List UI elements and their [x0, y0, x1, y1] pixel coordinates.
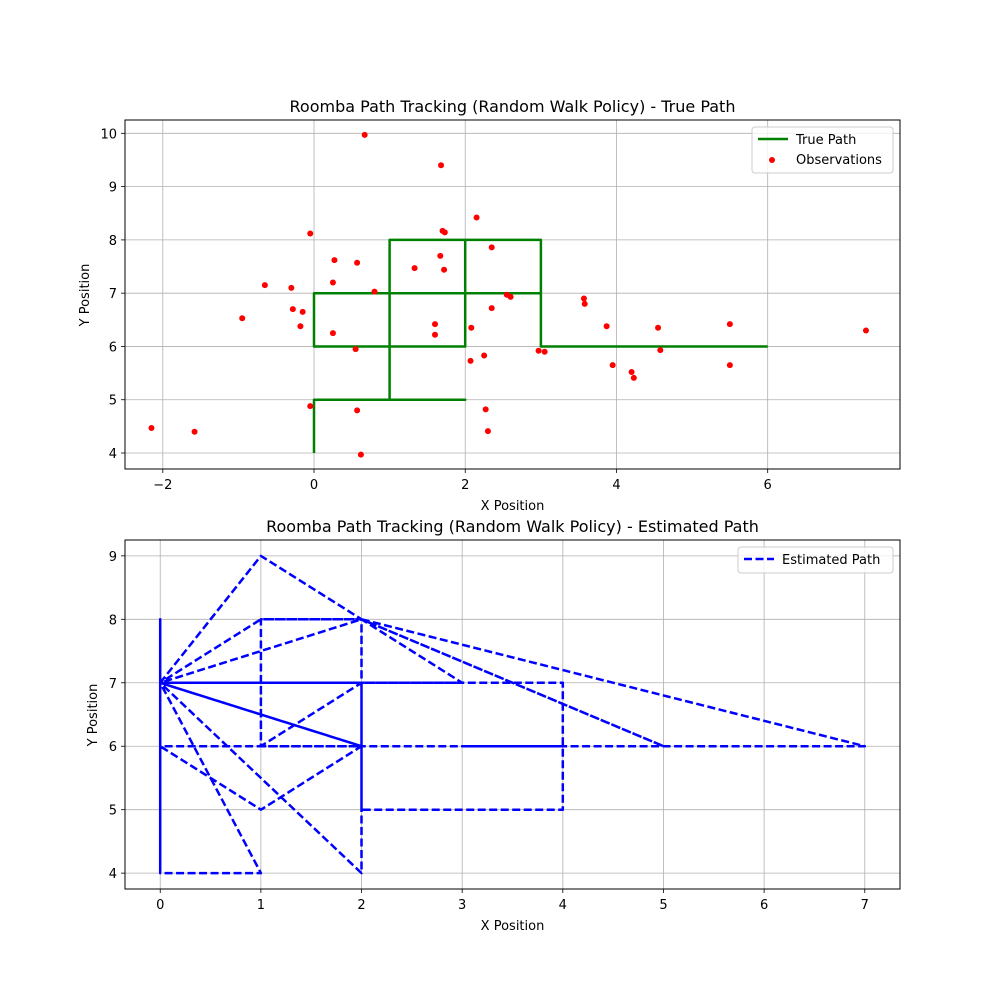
observation-point [354, 407, 361, 414]
observation-point [484, 428, 491, 435]
y-tick-label: 9 [109, 550, 117, 565]
legend-true-path-label: True Path [795, 133, 856, 148]
observation-point [535, 347, 542, 354]
x-tick-label: 0 [310, 478, 318, 493]
observation-point [148, 424, 155, 431]
x-tick-label: 4 [612, 478, 620, 493]
observation-point [361, 131, 368, 138]
observation-point [482, 406, 489, 413]
observation-point [307, 230, 314, 237]
observation-point [473, 214, 480, 221]
observation-point [307, 403, 314, 410]
observation-point [299, 308, 306, 315]
observation-point [357, 451, 364, 458]
observation-point [726, 321, 733, 328]
observation-point [630, 374, 637, 381]
y-tick-label: 7 [109, 677, 117, 692]
observation-point [581, 300, 588, 307]
observation-point [467, 357, 474, 364]
observation-point [603, 323, 610, 330]
chart-title: Roomba Path Tracking (Random Walk Policy… [266, 517, 759, 536]
y-tick-label: 6 [109, 340, 117, 355]
y-tick-label: 8 [109, 613, 117, 628]
x-tick-label: 7 [861, 898, 869, 913]
observation-point [371, 288, 378, 295]
x-axis-label: X Position [481, 919, 545, 934]
x-axis-label: X Position [481, 499, 545, 514]
observation-point [289, 306, 296, 313]
axes-frame [124, 119, 901, 470]
observation-point [331, 257, 338, 264]
legend-observations-label: Observations [796, 153, 882, 168]
observation-point [438, 162, 445, 169]
legend-estimated-path-label: Estimated Path [782, 553, 880, 568]
y-tick-label: 7 [109, 287, 117, 302]
x-tick-label: 2 [461, 478, 469, 493]
x-tick-label: 5 [659, 898, 667, 913]
observation-point [441, 229, 448, 236]
legend-observations-marker [769, 157, 775, 163]
observation-point [628, 369, 635, 376]
tick-labels: −2 0 2 4 6 4 5 6 7 8 9 10 [100, 127, 771, 493]
observation-point [468, 324, 475, 331]
observation-point [657, 347, 664, 354]
plot-area [148, 131, 869, 458]
observation-point [329, 330, 336, 337]
observation-point [261, 282, 268, 289]
y-tick-label: 10 [100, 127, 117, 142]
y-tick-label: 4 [109, 447, 117, 462]
x-tick-label: −2 [153, 478, 172, 493]
observation-point [437, 252, 444, 259]
x-tick-label: 0 [156, 898, 164, 913]
y-tick-label: 4 [109, 867, 117, 882]
observation-point [297, 323, 304, 330]
axes-frame [124, 539, 901, 890]
observation-point [541, 348, 548, 355]
observation-point [411, 265, 418, 272]
y-tick-label: 9 [109, 181, 117, 196]
x-tick-label: 1 [257, 898, 265, 913]
observation-point [655, 324, 662, 331]
y-tick-label: 6 [109, 740, 117, 755]
observation-point [726, 362, 733, 369]
observation-point [354, 259, 361, 266]
observation-point [580, 295, 587, 302]
x-tick-label: 3 [458, 898, 466, 913]
true-path-chart: −2 0 2 4 6 4 5 6 7 8 9 10 Roomba Path Tracking (Ran… [78, 97, 901, 514]
plot-area [158, 554, 867, 875]
legend: Estimated Path [737, 546, 894, 574]
observation-point [862, 327, 869, 334]
y-tick-label: 5 [109, 394, 117, 409]
legend: True Path Observations [751, 126, 894, 174]
observation-point [239, 315, 246, 322]
x-tick-label: 2 [357, 898, 365, 913]
observation-point [488, 244, 495, 251]
estimated-path-chart: 0 1 2 3 4 5 6 7 4 5 6 7 8 9 Roomba Path Tracking (Ran… [86, 517, 901, 934]
observation-point [352, 346, 359, 353]
true-path-line [312, 238, 768, 453]
legend-box [737, 546, 894, 574]
observation-point [432, 321, 438, 328]
x-tick-label: 4 [559, 898, 567, 913]
observation-point [507, 293, 514, 300]
estimated-path-line [158, 554, 867, 875]
observation-point [481, 352, 488, 359]
observation-point [329, 279, 336, 286]
x-tick-label: 6 [764, 478, 772, 493]
observation-point [191, 428, 198, 435]
observation-point [441, 266, 448, 273]
y-axis-label: Y Position [78, 264, 93, 328]
x-tick-label: 6 [760, 898, 768, 913]
observation-point [488, 305, 495, 312]
observation-point [288, 284, 295, 291]
y-tick-label: 8 [109, 234, 117, 249]
y-tick-label: 5 [109, 804, 117, 819]
tick-labels: 0 1 2 3 4 5 6 7 4 5 6 7 8 9 [109, 550, 869, 913]
y-axis-label: Y Position [86, 684, 101, 748]
chart-title: Roomba Path Tracking (Random Walk Policy… [290, 97, 736, 116]
observation-point [432, 331, 438, 338]
observation-point [609, 362, 616, 369]
